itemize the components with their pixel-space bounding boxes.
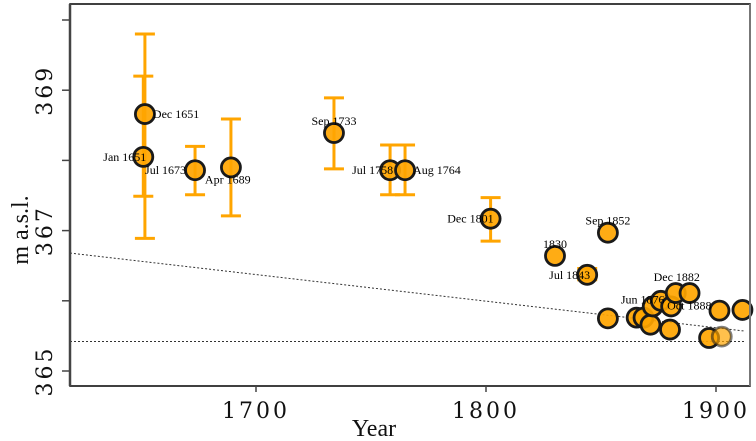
data-point [710, 325, 733, 348]
point-label: Apr 1689 [205, 172, 251, 186]
data-point [479, 207, 502, 230]
point-label: Sep 1733 [311, 114, 356, 128]
point-label: Dec 1882 [654, 270, 700, 284]
point-label: Dec 1651 [153, 107, 199, 121]
point-label: Jan 1651 [103, 150, 146, 164]
data-point [132, 145, 155, 168]
x-tick-label: 1900 [682, 399, 750, 424]
point-label: Jul 1758 [352, 163, 393, 177]
y-tick-label: 367 [33, 205, 58, 256]
x-tick-label: 1800 [452, 399, 520, 424]
data-point [678, 282, 701, 304]
x-tick-label: 1700 [222, 399, 290, 424]
data-point [597, 307, 619, 330]
point-label: Jul 1843 [549, 268, 590, 282]
data-point [323, 122, 345, 144]
point-label: Oct 1888 [667, 298, 711, 312]
y-axis-title: m a.s.l. [8, 195, 34, 264]
point-label: Sep 1852 [585, 214, 630, 228]
x-axis-ticks: 1700 1800 1900 [222, 386, 750, 424]
y-axis-ticks: 365 367 369 [33, 19, 70, 397]
y-tick-label: 369 [33, 65, 58, 116]
point-label: Aug 1764 [413, 163, 461, 177]
data-point [184, 159, 206, 182]
point-label: Jun 1876 [621, 293, 665, 307]
data-point [576, 263, 599, 286]
data-points [132, 103, 754, 349]
data-point [544, 244, 566, 267]
data-point [659, 318, 681, 341]
x-axis-title: Year [352, 416, 396, 441]
point-label: Jul 1673 [145, 163, 186, 177]
error-bars [133, 32, 598, 282]
data-point [220, 156, 242, 179]
data-point [708, 299, 731, 322]
point-label: 1830 [543, 237, 567, 251]
data-point [394, 159, 416, 182]
data-point [597, 221, 619, 244]
y-tick-label: 365 [33, 346, 58, 397]
data-point [731, 299, 754, 321]
data-point [639, 313, 662, 336]
point-label: Dec 1801 [447, 212, 493, 226]
data-point [134, 103, 156, 125]
